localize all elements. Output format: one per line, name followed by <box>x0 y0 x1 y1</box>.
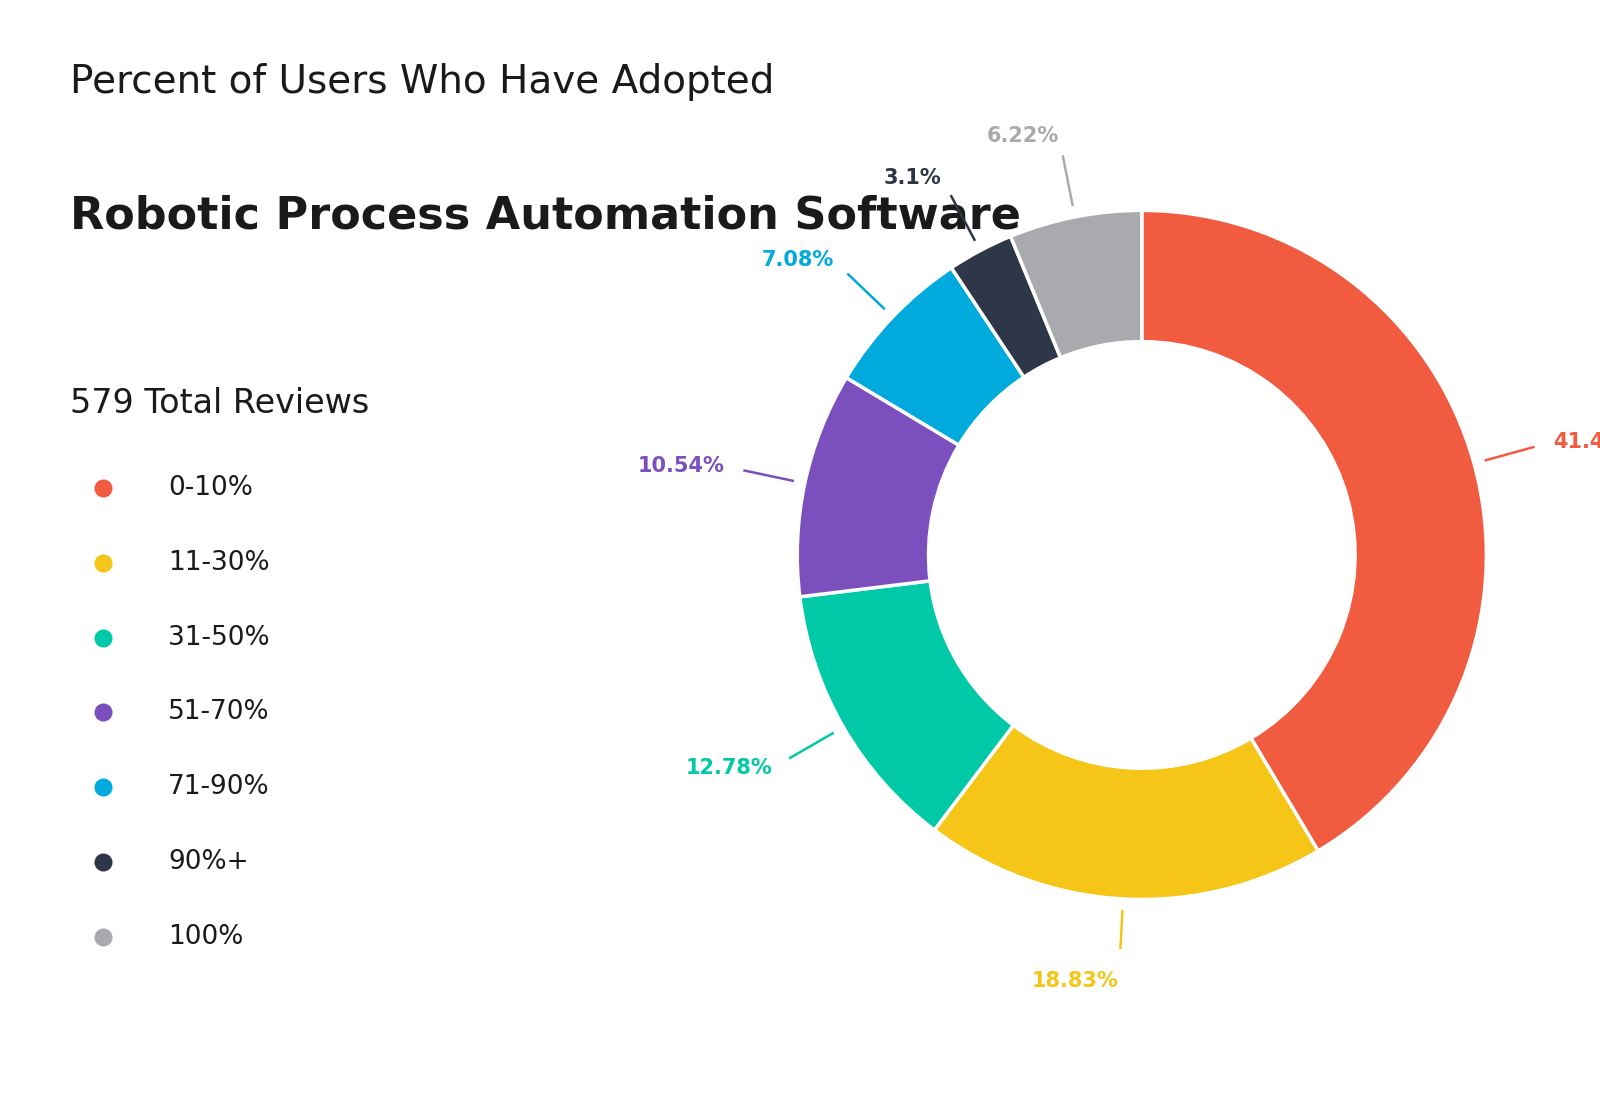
Wedge shape <box>797 378 958 597</box>
Text: 12.78%: 12.78% <box>685 758 773 778</box>
Text: 11-30%: 11-30% <box>168 550 270 576</box>
Text: 51-70%: 51-70% <box>168 699 270 725</box>
Text: Robotic Process Automation Software: Robotic Process Automation Software <box>70 195 1021 237</box>
Wedge shape <box>846 268 1024 445</box>
Text: 579 Total Reviews: 579 Total Reviews <box>70 387 370 420</box>
Text: 100%: 100% <box>168 924 243 950</box>
Text: 41.45%: 41.45% <box>1554 432 1600 452</box>
Wedge shape <box>1011 210 1142 357</box>
Text: 7.08%: 7.08% <box>762 251 834 270</box>
Wedge shape <box>1142 210 1486 851</box>
Wedge shape <box>934 725 1318 899</box>
Text: 18.83%: 18.83% <box>1032 970 1118 991</box>
Wedge shape <box>952 236 1061 377</box>
Text: 3.1%: 3.1% <box>883 168 942 188</box>
Text: Percent of Users Who Have Adopted: Percent of Users Who Have Adopted <box>70 64 774 101</box>
Text: 31-50%: 31-50% <box>168 624 270 651</box>
Text: 0-10%: 0-10% <box>168 475 253 501</box>
Text: 6.22%: 6.22% <box>987 126 1059 146</box>
Text: 71-90%: 71-90% <box>168 774 270 800</box>
Wedge shape <box>800 581 1013 830</box>
Text: 10.54%: 10.54% <box>638 456 725 476</box>
Text: 90%+: 90%+ <box>168 850 250 875</box>
